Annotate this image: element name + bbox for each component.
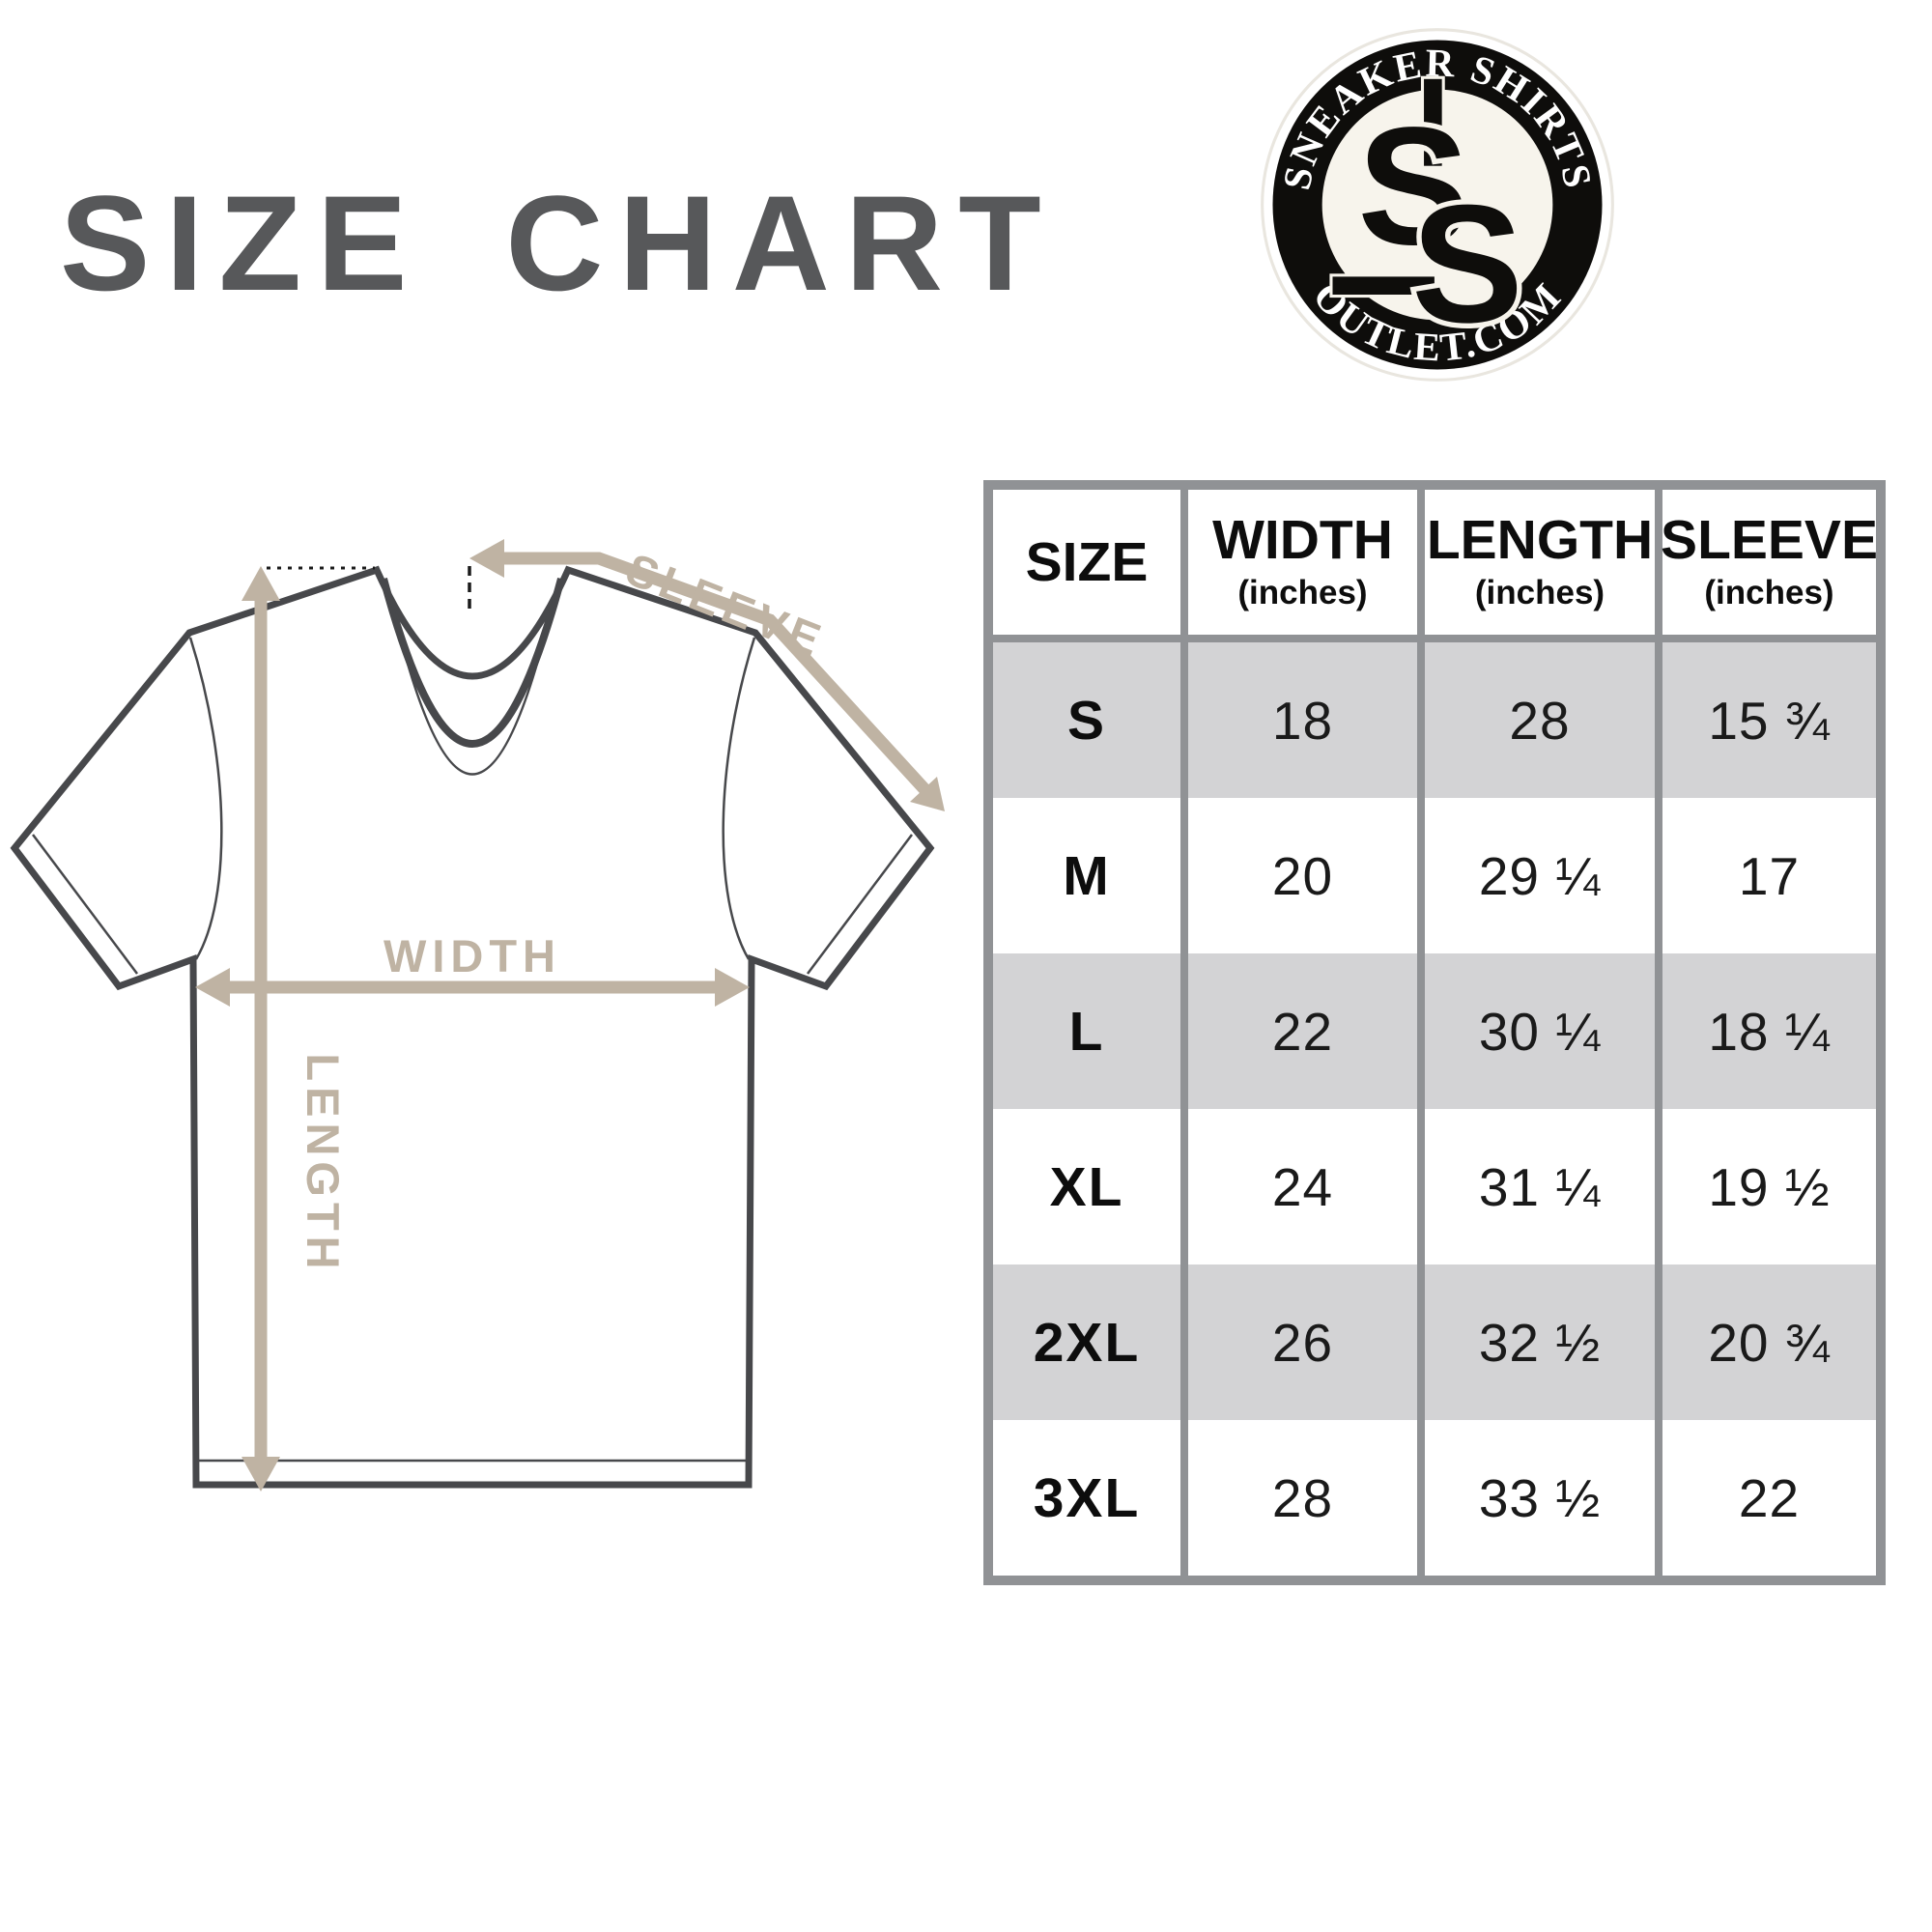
column-header-size: SIZE (993, 490, 1180, 642)
sleeve-value-cell: 22 (1662, 1420, 1876, 1576)
page-title: SIZE CHART (60, 167, 1057, 319)
sleeve-value-cell: 15 ¾ (1662, 642, 1876, 798)
column-header-length: LENGTH (inches) (1425, 490, 1655, 642)
width-value-cell: 26 (1188, 1264, 1417, 1420)
left-armhole-seam (188, 637, 223, 960)
width-arrow (195, 968, 750, 1007)
size-cell: 3XL (993, 1420, 1180, 1576)
size-cell: S (993, 642, 1180, 798)
sleeve-value-cell: 19 ½ (1662, 1109, 1876, 1264)
size-cell: L (993, 953, 1180, 1109)
column-header-label: SLEEVE (1661, 508, 1878, 571)
svg-text:S: S (1357, 92, 1469, 279)
width-value-cell: 18 (1188, 642, 1417, 798)
svg-text:S: S (1411, 170, 1523, 357)
size-table: SIZE WIDTH (inches) LENGTH (inches) SLEE… (983, 480, 1886, 1585)
column-header-label: WIDTH (1212, 508, 1393, 571)
column-header-label: LENGTH (1426, 508, 1654, 571)
length-value-cell: 28 (1425, 642, 1655, 798)
width-value-cell: 20 (1188, 798, 1417, 953)
length-label: LENGTH (298, 1053, 349, 1274)
length-value-cell: 32 ½ (1425, 1264, 1655, 1420)
left-cuff-stitch (32, 834, 138, 975)
logo-inner-disc (1321, 89, 1553, 321)
collar-inner-line (380, 577, 565, 748)
column-header-label: SIZE (1025, 530, 1149, 593)
width-label: WIDTH (384, 930, 561, 981)
collar-shadow-line (388, 595, 556, 776)
length-value-cell: 30 ¼ (1425, 953, 1655, 1109)
length-arrow (242, 566, 280, 1492)
column-header-sleeve: SLEEVE (inches) (1661, 490, 1878, 642)
length-value-cell: 33 ½ (1425, 1420, 1655, 1576)
size-cell: XL (993, 1109, 1180, 1264)
tshirt-measurement-diagram: SLEEVE WIDTH LENGTH (10, 539, 945, 1492)
column-header-unit: (inches) (1474, 573, 1605, 611)
sleeve-value-cell: 18 ¼ (1662, 953, 1876, 1109)
tshirt-outline (10, 565, 935, 1489)
column-header-unit: (inches) (1237, 573, 1368, 611)
size-cell: M (993, 798, 1180, 953)
length-value-cell: 29 ¼ (1425, 798, 1655, 953)
column-header-unit: (inches) (1704, 573, 1834, 611)
ss-monogram-icon: S S (1329, 75, 1528, 362)
sleeve-arrow (469, 539, 945, 811)
sleeve-value-cell: 20 ¾ (1662, 1264, 1876, 1420)
length-value-cell: 31 ¼ (1425, 1109, 1655, 1264)
right-cuff-stitch (807, 834, 913, 975)
width-value-cell: 22 (1188, 953, 1417, 1109)
brand-logo: SNEAKER SHIRTS OUTLET.COM S S (1261, 28, 1614, 382)
column-header-width: WIDTH (inches) (1188, 490, 1417, 642)
width-value-cell: 28 (1188, 1420, 1417, 1576)
right-armhole-seam (722, 637, 756, 960)
size-cell: 2XL (993, 1264, 1180, 1420)
sleeve-value-cell: 17 (1662, 798, 1876, 953)
width-value-cell: 24 (1188, 1109, 1417, 1264)
